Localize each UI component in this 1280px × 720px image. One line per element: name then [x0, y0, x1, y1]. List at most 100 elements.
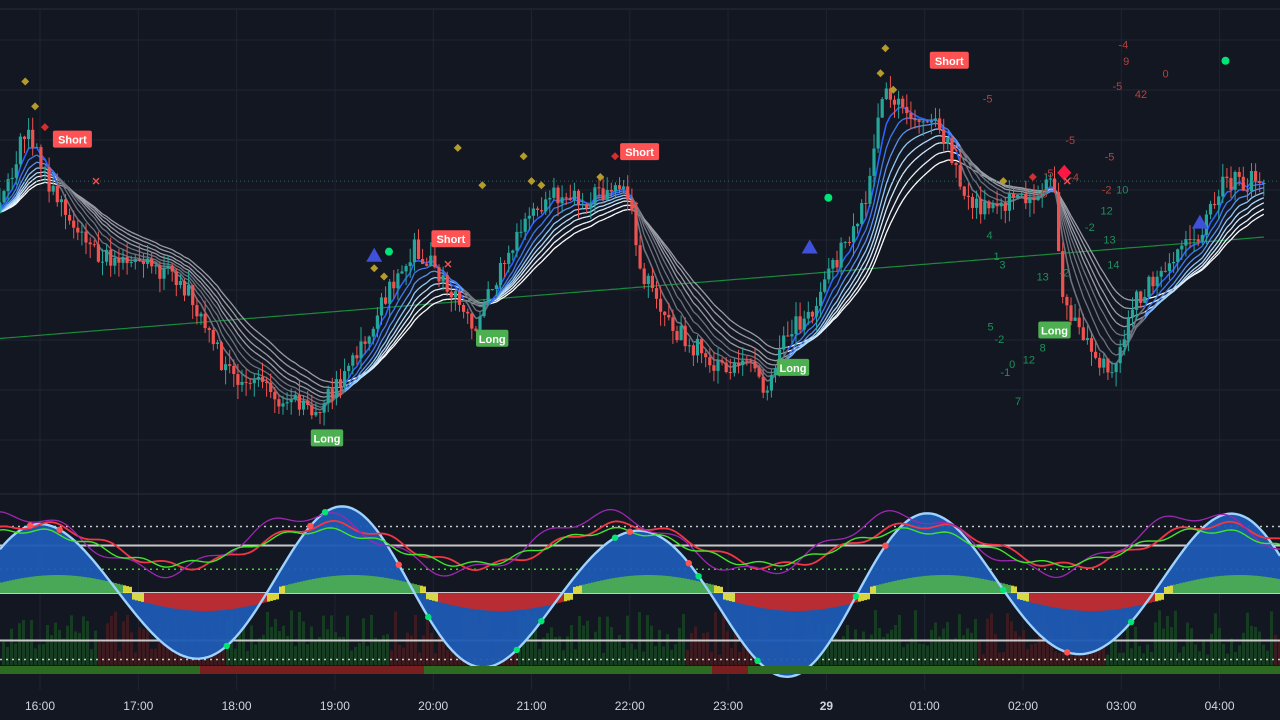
ema-ribbon-segment [935, 142, 940, 145]
trend-strip-cell [96, 666, 100, 674]
signal-label-text: Short [58, 135, 87, 147]
time-axis[interactable]: 16:00 17:00 18:00 19:00 20:00 21:00 22:00 23:00… [0, 690, 1280, 720]
ema-ribbon-segment [307, 396, 313, 401]
histogram-bar [930, 629, 933, 665]
ema-ribbon-segment [586, 220, 592, 224]
ema-ribbon-segment [1181, 259, 1187, 266]
ema-ribbon-segment [1164, 272, 1171, 280]
ema-ribbon-segment [418, 306, 424, 312]
ema-ribbon-segment [315, 398, 321, 401]
long-signal-label: Long [776, 358, 810, 376]
ema-ribbon-segment [767, 357, 772, 361]
ema-ribbon-segment [241, 323, 247, 330]
ema-ribbon-segment [820, 320, 826, 328]
ema-ribbon-segment [1185, 272, 1191, 278]
trend-strip-cell [880, 666, 884, 674]
ema-ribbon-segment [282, 381, 288, 385]
ema-ribbon-segment [364, 361, 370, 368]
ema-ribbon-segment [139, 247, 144, 250]
candle-body [158, 265, 162, 279]
ema-ribbon-segment [709, 299, 715, 305]
ema-ribbon-segment [758, 337, 764, 343]
ema-ribbon-segment [967, 158, 974, 166]
ema-ribbon-segment [122, 248, 128, 253]
ema-ribbon-segment [783, 349, 789, 357]
money-flow-bar [132, 593, 135, 600]
ema-ribbon-segment [430, 283, 436, 287]
ema-ribbon-segment [155, 259, 161, 264]
ema-ribbon-segment [249, 325, 255, 330]
ema-ribbon-segment [1090, 332, 1097, 342]
ema-ribbon-segment [828, 315, 834, 322]
ema-ribbon-segment [1201, 245, 1207, 253]
histogram-bar [42, 644, 45, 665]
ema-ribbon-segment [1168, 269, 1175, 274]
money-flow-bar [318, 577, 321, 593]
money-flow-bar [597, 581, 600, 593]
ema-ribbon-segment [902, 182, 908, 189]
histogram-bar [662, 646, 665, 665]
candle-body [617, 185, 622, 189]
histogram-bar [1162, 628, 1165, 665]
ema-ribbon-segment [393, 301, 399, 311]
candle-body [1061, 251, 1065, 297]
candle-body [211, 330, 215, 345]
histogram-bar [1242, 632, 1245, 665]
ema-ribbon-segment [561, 202, 567, 206]
trend-strip-cell [500, 666, 504, 674]
money-flow-bar [330, 576, 333, 593]
ema-ribbon-segment [77, 196, 83, 202]
ema-ribbon-segment [730, 349, 735, 353]
ema-ribbon-segment [184, 267, 189, 271]
trend-strip-cell [324, 666, 328, 674]
ema-ribbon-segment [237, 326, 243, 333]
ema-ribbon-segment [68, 205, 75, 214]
ema-ribbon-segment [528, 264, 534, 271]
candle-body [810, 311, 814, 317]
trend-strip-cell [1260, 666, 1264, 674]
ema-ribbon-segment [1218, 247, 1224, 254]
ema-ribbon-segment [393, 290, 399, 300]
ema-ribbon-segment [93, 217, 99, 224]
histogram-bar [10, 628, 13, 665]
ema-ribbon-segment [1173, 282, 1179, 289]
ema-ribbon-segment [619, 188, 624, 191]
ema-ribbon-segment [466, 303, 473, 313]
ema-ribbon-segment [611, 208, 616, 212]
ema-ribbon-segment [405, 301, 411, 308]
money-flow-bar [957, 575, 960, 593]
ema-ribbon-segment [7, 205, 13, 209]
money-flow-bar [609, 578, 612, 593]
ema-ribbon-segment [988, 176, 994, 181]
money-flow-bar [468, 593, 471, 609]
money-flow-bar [1197, 579, 1200, 593]
candle-body [1040, 192, 1044, 197]
trend-strip-cell [84, 666, 88, 674]
ema-ribbon-segment [179, 267, 185, 272]
ema-ribbon-segment [307, 393, 313, 398]
ema-ribbon-segment [77, 209, 83, 216]
ema-ribbon-segment [249, 355, 255, 360]
candle-body [363, 341, 367, 344]
trend-strip-cell [592, 666, 596, 674]
histogram-bar [994, 634, 997, 665]
ema-ribbon-segment [967, 180, 974, 191]
ema-ribbon-segment [668, 249, 674, 256]
ema-ribbon-segment [274, 367, 280, 373]
candle-body [716, 360, 720, 371]
ema-ribbon-segment [655, 236, 662, 245]
trend-strip-cell [344, 666, 348, 674]
money-flow-bar [981, 578, 984, 593]
trend-strip-cell [176, 666, 180, 674]
ema-ribbon-segment [1107, 321, 1113, 329]
ema-ribbon-segment [89, 203, 95, 208]
money-flow-bar [684, 578, 687, 593]
money-flow-bar [492, 593, 495, 611]
ema-ribbon-segment [734, 362, 739, 364]
trend-strip-cell [1264, 666, 1268, 674]
ema-ribbon-segment [188, 266, 194, 272]
ema-ribbon-segment [463, 292, 469, 298]
ema-ribbon-segment [664, 246, 670, 253]
trend-strip-cell [748, 666, 752, 674]
candle-body [720, 360, 724, 363]
